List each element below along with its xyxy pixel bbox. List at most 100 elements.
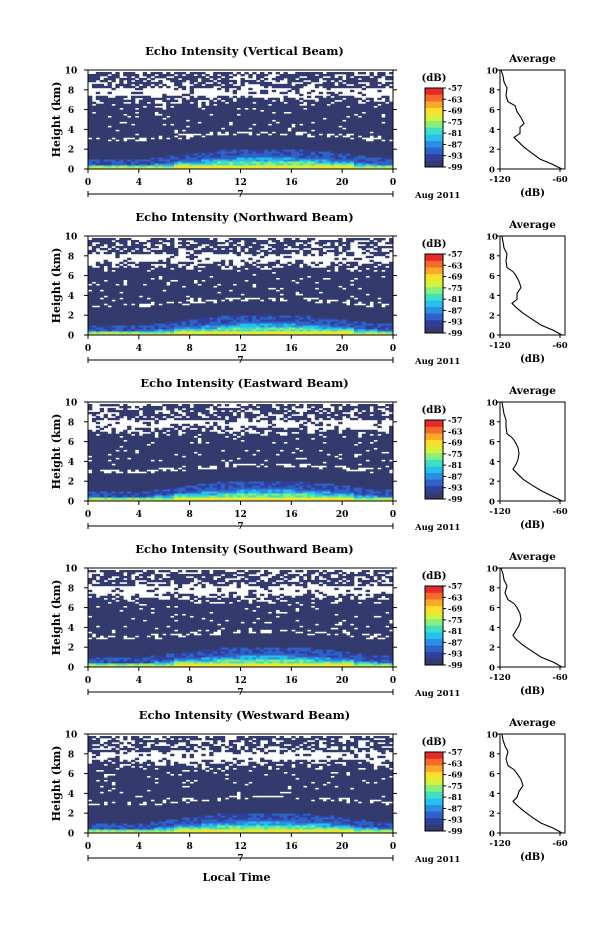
heatmap-cell xyxy=(365,101,370,105)
heatmap-cell xyxy=(330,121,335,124)
heatmap-cell xyxy=(193,289,198,292)
heatmap-cell xyxy=(361,117,367,120)
heatmap-cell xyxy=(295,117,300,120)
heatmap-cell xyxy=(389,127,394,130)
heatmap-cell xyxy=(267,81,273,85)
heatmap-cell xyxy=(150,113,155,116)
heatmap-cell xyxy=(205,85,210,89)
heatmap-cell xyxy=(310,109,316,112)
heatmap-cell xyxy=(146,291,151,294)
heatmap-cell xyxy=(244,105,249,109)
heatmap-cell xyxy=(166,121,171,124)
heatmap-cell xyxy=(342,153,347,156)
heatmap-cell xyxy=(115,287,120,290)
heatmap-cell xyxy=(232,327,237,330)
heatmap-cell xyxy=(252,299,257,302)
heatmap-cell xyxy=(275,147,280,150)
heatmap-cell xyxy=(220,79,226,83)
heatmap-cell xyxy=(99,269,105,273)
heatmap-cell xyxy=(326,143,331,146)
heatmap-cell xyxy=(209,317,214,320)
heatmap-cell xyxy=(244,79,249,83)
heatmap-cell xyxy=(201,101,206,105)
heatmap-cell xyxy=(91,267,97,271)
heatmap-cell xyxy=(123,323,128,326)
heatmap-cell xyxy=(115,83,120,87)
heatmap-cell xyxy=(228,263,234,267)
heatmap-cell xyxy=(174,145,179,148)
heatmap-cell xyxy=(267,271,273,275)
heatmap-cell xyxy=(260,129,265,132)
heatmap-cell xyxy=(275,143,280,146)
heatmap-cell xyxy=(244,315,249,318)
heatmap-cell xyxy=(162,291,167,294)
heatmap-cell xyxy=(189,295,194,298)
heatmap-cell xyxy=(138,157,144,160)
heatmap-cell xyxy=(260,283,265,286)
heatmap-cell xyxy=(213,119,218,122)
heatmap-cell xyxy=(123,311,128,314)
heatmap-cell xyxy=(142,291,148,294)
heatmap-cell xyxy=(213,137,218,140)
heatmap-cell xyxy=(334,151,339,154)
heatmap-cell xyxy=(361,77,367,81)
heatmap-cell xyxy=(232,149,237,152)
heatmap-cell xyxy=(260,71,265,75)
heatmap-cell xyxy=(236,289,241,292)
heatmap-cell xyxy=(338,75,343,79)
heatmap-cell xyxy=(205,79,210,83)
heatmap-cell xyxy=(170,283,175,286)
heatmap-cell xyxy=(99,327,105,330)
heatmap-cell xyxy=(267,333,273,336)
heatmap-cell xyxy=(279,143,284,146)
heatmap-cell xyxy=(322,149,327,152)
heatmap-cell xyxy=(177,125,183,128)
heatmap-cell xyxy=(287,159,292,162)
heatmap-cell xyxy=(256,323,261,326)
heatmap-cell xyxy=(248,111,253,114)
heatmap-cell xyxy=(197,237,202,241)
heatmap-cell xyxy=(209,271,214,275)
heatmap-cell xyxy=(158,313,163,316)
heatmap-cell xyxy=(373,117,378,120)
heatmap-cell xyxy=(185,101,191,105)
heatmap-cell xyxy=(127,321,132,324)
heatmap-cell xyxy=(88,113,93,116)
heatmap-cell xyxy=(138,141,144,144)
heatmap-cell xyxy=(287,117,292,120)
heatmap-cell xyxy=(177,103,183,107)
heatmap-cell xyxy=(138,291,144,294)
heatmap-cell xyxy=(99,117,105,120)
heatmap-cell xyxy=(166,129,171,132)
heatmap-cell xyxy=(263,117,269,120)
heatmap-cell xyxy=(205,269,210,273)
heatmap xyxy=(88,71,394,170)
heatmap-cell xyxy=(115,165,120,168)
heatmap-cell xyxy=(123,297,128,300)
heatmap-cell xyxy=(213,261,218,265)
heatmap-cell xyxy=(248,327,253,330)
heatmap-cell xyxy=(103,113,108,116)
heatmap-cell xyxy=(244,103,249,107)
heatmap-cell xyxy=(174,293,179,296)
heatmap-cell xyxy=(150,311,155,314)
heatmap-cell xyxy=(88,145,93,148)
heatmap-cell xyxy=(385,75,390,79)
heatmap-cell xyxy=(127,293,132,296)
heatmap-cell xyxy=(193,161,198,164)
heatmap-cell xyxy=(357,133,363,136)
heatmap-cell xyxy=(213,167,218,170)
heatmap-cell xyxy=(326,121,331,124)
heatmap-cell xyxy=(162,247,167,251)
heatmap-cell xyxy=(224,291,230,294)
heatmap-cell xyxy=(91,113,97,116)
heatmap-cell xyxy=(244,165,249,168)
heatmap-cell xyxy=(338,85,343,89)
heatmap-cell xyxy=(279,109,284,112)
heatmap-cell xyxy=(275,85,280,89)
heatmap-cell xyxy=(88,103,93,107)
heatmap-cell xyxy=(115,281,120,284)
heatmap-cell xyxy=(260,255,265,259)
y-tick-label: 8 xyxy=(68,86,74,96)
heatmap-cell xyxy=(381,157,386,160)
